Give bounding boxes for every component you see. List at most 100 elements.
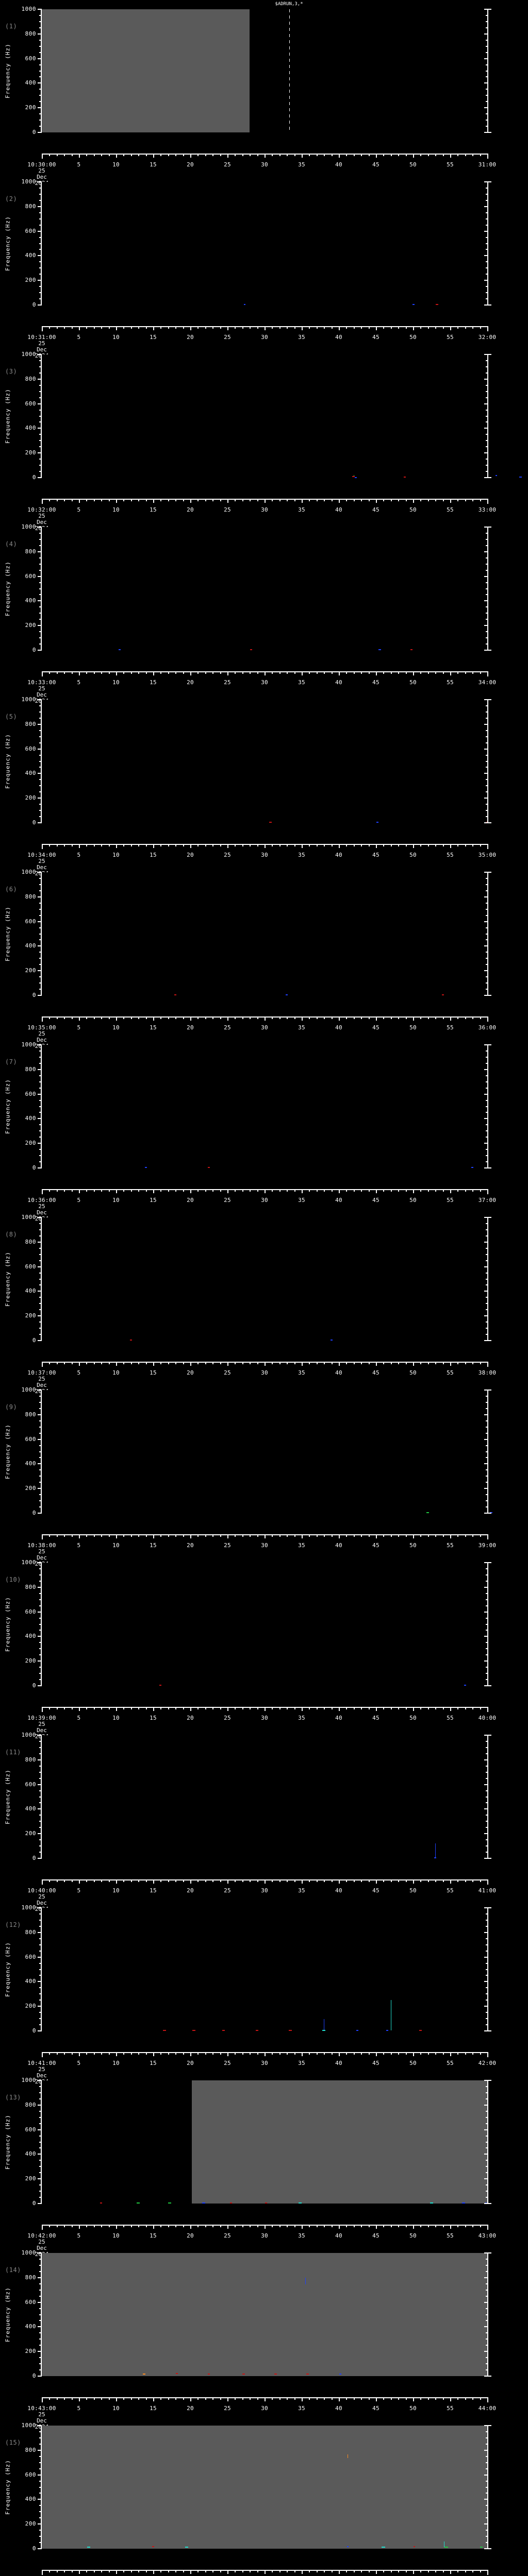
plot-area[interactable] — [42, 700, 487, 823]
plot-area[interactable] — [42, 354, 487, 478]
x-tick-minor — [101, 2570, 103, 2572]
spectrogram-panel: 0 200 400 600 800 1000 Frequency (Hz) (11) 10:40… — [0, 1726, 528, 1912]
plot-area[interactable] — [42, 872, 487, 995]
x-tick-major — [376, 1879, 377, 1884]
x-tick-minor — [390, 2225, 392, 2227]
x-tick-minor — [272, 671, 273, 674]
y-tick-minor-right — [486, 1679, 488, 1681]
x-tick-minor — [205, 1707, 206, 1709]
x-tick-major — [339, 326, 340, 330]
y-tick-major — [38, 2030, 42, 2031]
x-tick-minor — [242, 2570, 243, 2572]
x-tick-label: 55 — [447, 2232, 454, 2239]
plot-area[interactable] — [42, 9, 487, 132]
y-tick-minor — [39, 1506, 42, 1508]
x-tick-label: 35 — [298, 1542, 305, 1549]
x-tick-label-start: 10:30:00 — [27, 161, 56, 168]
x-tick-minor — [457, 1016, 459, 1019]
x-tick-major — [79, 1879, 80, 1884]
x-tick-minor — [457, 1362, 459, 1364]
x-tick-label: 50 — [409, 1197, 417, 1204]
x-tick-major — [450, 2225, 451, 2229]
x-tick-minor — [49, 1016, 51, 1019]
x-axis-cap — [487, 2052, 488, 2057]
x-tick-minor — [130, 671, 132, 674]
y-tick-minor-right — [486, 2511, 488, 2513]
plot-area[interactable] — [42, 1908, 487, 2031]
x-tick-major — [339, 2397, 340, 2401]
x-tick-major — [190, 1189, 191, 1193]
y-tick-minor-right — [486, 2517, 488, 2519]
x-tick-major — [227, 2397, 228, 2401]
plot-area[interactable] — [42, 2426, 487, 2549]
y-tick-minor-right — [486, 2530, 488, 2531]
y-tick-minor-right — [486, 274, 488, 275]
y-tick-minor-right — [486, 2431, 488, 2432]
x-tick-minor — [212, 2052, 214, 2055]
y-tick-major — [38, 428, 42, 429]
y-tick-minor-right — [486, 2147, 488, 2149]
x-tick-minor — [405, 326, 407, 329]
x-tick-label: 30 — [261, 1197, 268, 1204]
x-tick-major — [302, 326, 303, 330]
x-tick-label: 45 — [372, 506, 380, 513]
plot-area[interactable] — [42, 1045, 487, 1168]
y-tick-minor — [39, 2462, 42, 2463]
plot-area[interactable] — [42, 2253, 487, 2376]
y-tick-major-right — [484, 1636, 488, 1637]
y-tick-minor-right — [486, 1740, 488, 1742]
x-tick-minor — [101, 844, 103, 846]
x-tick-minor — [361, 1534, 362, 1537]
y-tick-minor-right — [486, 52, 488, 53]
x-tick-minor — [472, 1534, 474, 1537]
x-tick-label: 25 — [224, 852, 231, 858]
date-line: Dec — [37, 346, 47, 353]
y-tick-major-right — [484, 896, 488, 897]
y-tick-major-right — [484, 2154, 488, 2155]
x-tick-minor — [145, 2052, 147, 2055]
x-tick-label: 40 — [335, 2405, 342, 2412]
y-tick-major — [38, 1340, 42, 1341]
detection-marker — [426, 1512, 430, 1513]
x-tick-major — [116, 1707, 117, 1711]
y-tick-major-right — [484, 921, 488, 922]
x-tick-minor — [250, 499, 251, 501]
x-tick-minor — [346, 1534, 348, 1537]
y-tick-minor — [39, 193, 42, 195]
x-tick-minor — [138, 1189, 140, 1192]
detection-marker — [185, 2546, 188, 2548]
y-tick-major — [38, 255, 42, 257]
plot-area[interactable] — [42, 1217, 487, 1341]
x-tick-minor — [49, 1189, 51, 1192]
plot-area[interactable] — [42, 1563, 487, 1686]
x-tick-minor — [480, 1362, 481, 1364]
x-tick-minor — [64, 1707, 65, 1709]
x-tick-minor — [250, 1879, 251, 1882]
y-tick-minor — [39, 711, 42, 713]
y-tick-minor-right — [486, 582, 488, 583]
y-tick-minor — [39, 736, 42, 737]
x-tick-label: 45 — [372, 679, 380, 686]
x-tick-minor — [123, 1189, 125, 1192]
plot-area[interactable] — [42, 2080, 487, 2204]
y-tick-major-right — [484, 2351, 488, 2352]
x-tick-minor — [472, 326, 474, 329]
x-tick-minor — [405, 1189, 407, 1192]
x-tick-major — [190, 671, 191, 675]
x-tick-minor — [183, 2225, 184, 2227]
y-tick-minor — [39, 2493, 42, 2494]
y-tick-label: 1000 — [21, 696, 36, 703]
y-tick-minor-right — [486, 1500, 488, 1502]
y-tick-minor-right — [486, 2505, 488, 2506]
y-axis-cap — [487, 1340, 491, 1341]
x-tick-minor — [235, 1189, 236, 1192]
x-tick-minor — [212, 1879, 214, 1882]
x-tick-label: 55 — [447, 2405, 454, 2412]
y-tick-minor-right — [486, 2320, 488, 2321]
plot-area[interactable] — [42, 182, 487, 305]
x-tick-label: 40 — [335, 2060, 342, 2066]
plot-area[interactable] — [42, 1735, 487, 1858]
y-tick-minor — [39, 1247, 42, 1249]
plot-area[interactable] — [42, 1390, 487, 1513]
plot-area[interactable] — [42, 527, 487, 650]
